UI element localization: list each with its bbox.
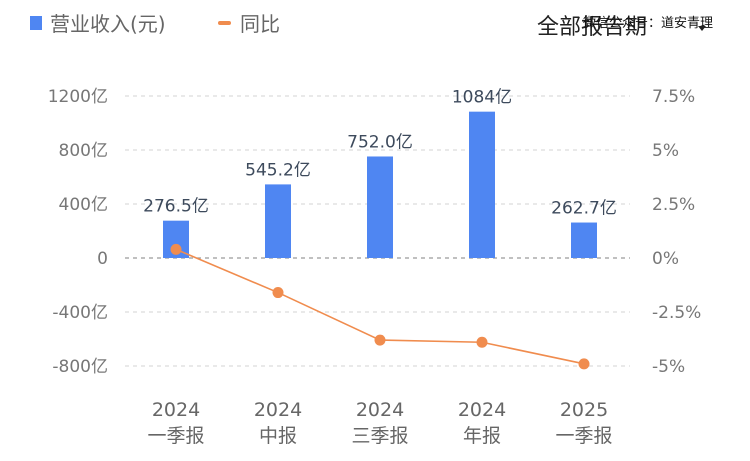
x-category-period: 年报 <box>463 425 501 447</box>
bar-data-label: 276.5亿 <box>143 197 209 217</box>
bar-data-label: 752.0亿 <box>347 132 413 152</box>
period-selector-label[interactable]: 全部报告期 <box>537 15 647 40</box>
right-tick-label: 0% <box>652 249 679 269</box>
x-category-period: 一季报 <box>555 425 612 447</box>
watermark: 微信公众号：道安青理 <box>583 16 713 31</box>
x-category-label: 2024 年报 <box>458 399 506 447</box>
yoy-line <box>170 243 590 370</box>
x-category-label: 2024 三季报 <box>351 399 408 447</box>
revenue-bars <box>163 111 597 258</box>
legend-yoy-swatch <box>218 21 231 25</box>
left-tick-label: 800亿 <box>59 141 108 161</box>
right-tick-label: 2.5% <box>652 195 695 215</box>
x-category-period: 中报 <box>259 425 297 447</box>
yoy-point[interactable] <box>476 336 488 348</box>
yoy-point[interactable] <box>272 287 284 299</box>
bar-data-label: 262.7亿 <box>551 199 617 219</box>
x-category-label: 2024 一季报 <box>147 399 204 447</box>
right-tick-label: -2.5% <box>652 303 701 323</box>
x-axis: 2024 一季报 2024 中报 2024 三季报 2024 年报 2025 一季报 <box>147 399 612 447</box>
yoy-point[interactable] <box>374 334 386 346</box>
yoy-point[interactable] <box>578 358 590 370</box>
revenue-bar[interactable] <box>367 156 393 258</box>
x-category-year: 2024 <box>152 399 200 421</box>
legend: 营业收入(元) 同比 <box>30 12 280 36</box>
right-tick-label: -5% <box>652 357 685 377</box>
bar-labels: 276.5亿 545.2亿 752.0亿 1084亿 262.7亿 <box>143 88 617 219</box>
yoy-line-path <box>175 248 585 365</box>
bar-data-label: 545.2亿 <box>245 160 311 180</box>
x-category-year: 2024 <box>458 399 506 421</box>
right-tick-label: 7.5% <box>652 87 695 107</box>
legend-revenue-swatch <box>30 16 42 30</box>
x-category-year: 2024 <box>254 399 302 421</box>
left-axis: 1200亿 800亿 400亿 0 -400亿 -800亿 <box>48 87 108 377</box>
yoy-point[interactable] <box>170 243 182 255</box>
left-tick-label: 0 <box>97 249 108 269</box>
left-tick-label: -800亿 <box>52 357 108 377</box>
legend-revenue-label: 营业收入(元) <box>50 12 166 36</box>
right-tick-label: 5% <box>652 141 679 161</box>
left-tick-label: 1200亿 <box>48 87 108 107</box>
right-axis: 7.5% 5% 2.5% 0% -2.5% -5% <box>652 87 701 377</box>
x-category-label: 2024 中报 <box>254 399 302 447</box>
period-selector[interactable]: 全部报告期 微信公众号：道安青理 <box>537 15 713 40</box>
chevron-down-icon[interactable] <box>698 26 706 31</box>
revenue-bar[interactable] <box>469 111 495 258</box>
x-category-period: 一季报 <box>147 425 204 447</box>
bar-data-label: 1084亿 <box>452 88 512 108</box>
revenue-bar[interactable] <box>265 184 291 258</box>
left-tick-label: 400亿 <box>59 195 108 215</box>
left-tick-label: -400亿 <box>52 303 108 323</box>
revenue-bar[interactable] <box>571 222 597 258</box>
legend-yoy-label: 同比 <box>240 12 280 36</box>
x-category-year: 2025 <box>560 399 608 421</box>
x-category-label: 2025 一季报 <box>555 399 612 447</box>
x-category-period: 三季报 <box>351 425 408 447</box>
x-category-year: 2024 <box>356 399 404 421</box>
